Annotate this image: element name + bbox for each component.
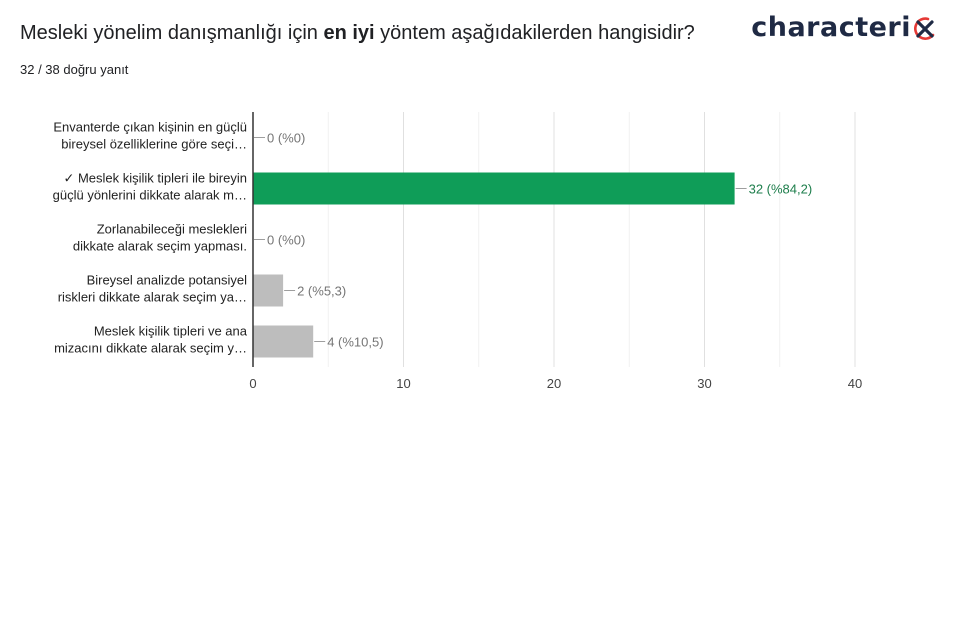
bar-2 — [253, 172, 735, 205]
question-title: Mesleki yönelim danışmanlığı için en iyi… — [20, 22, 695, 45]
logo-text: characteri — [751, 12, 911, 43]
x-tick-label: 0 — [249, 376, 256, 391]
data-label-1: 0 (%0) — [267, 131, 305, 146]
question-emphasis: en iyi — [323, 22, 375, 44]
x-tick-label: 30 — [697, 376, 711, 391]
category-label: güçlü yönlerini dikkate alarak m… — [53, 188, 247, 203]
bar-4 — [253, 274, 284, 307]
category-label: ✓ Meslek kişilik tipleri ile bireyin — [63, 171, 247, 186]
data-label-2: 32 (%84,2) — [749, 182, 813, 197]
question-prefix: Mesleki yönelim danışmanlığı için — [20, 22, 324, 44]
x-tick-label: 40 — [848, 376, 862, 391]
x-circle-icon — [914, 16, 935, 40]
category-label: Envanterde çıkan kişinin en güçlü — [53, 120, 247, 135]
question-suffix: yöntem aşağıdakilerden hangisidir? — [374, 22, 695, 44]
data-label-5: 4 (%10,5) — [327, 335, 383, 350]
response-count: 32 / 38 doğru yanıt — [20, 62, 129, 77]
category-label: Zorlanabileceği meslekleri — [97, 222, 247, 237]
x-tick-label: 20 — [547, 376, 561, 391]
category-label: Bireysel analizde potansiyel — [87, 273, 248, 288]
data-label-3: 0 (%0) — [267, 233, 305, 248]
category-label: riskleri dikkate alarak seçim ya… — [58, 290, 247, 305]
data-label-4: 2 (%5,3) — [297, 284, 346, 299]
category-label: bireysel özelliklerine göre seçi… — [61, 137, 247, 152]
category-label: mizacını dikkate alarak seçim y… — [54, 341, 247, 356]
category-label: dikkate alarak seçim yapması. — [73, 239, 247, 254]
brand-logo: characteri — [751, 12, 938, 43]
category-label: Meslek kişilik tipleri ve ana — [94, 324, 248, 339]
x-tick-label: 10 — [396, 376, 410, 391]
bar-5 — [253, 325, 314, 358]
